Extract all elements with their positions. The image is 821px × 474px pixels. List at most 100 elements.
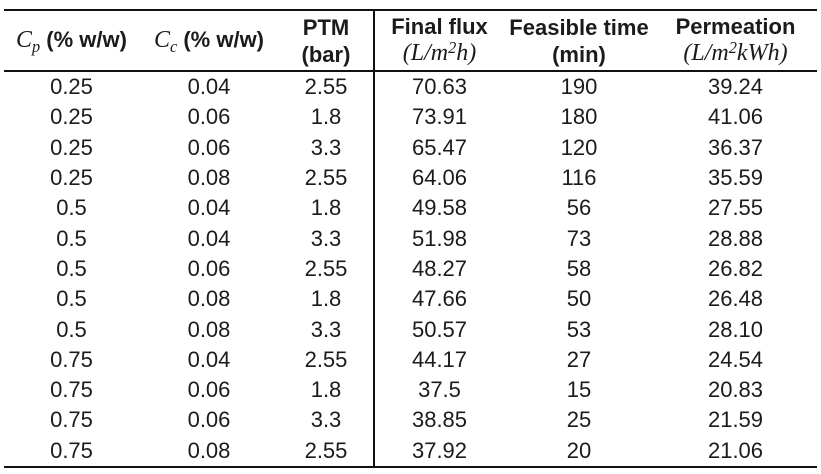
cell-cc: 0.08	[187, 165, 231, 191]
ptm-unit: (bar)	[301, 41, 351, 67]
cell-permeation: 26.48	[707, 286, 764, 312]
table-row: 0.25 0.08 2.55 64.06 116 35.59	[4, 162, 817, 194]
cell-permeation: 36.37	[707, 134, 764, 160]
cell-cc: 0.06	[187, 377, 231, 403]
cell-feasible-time: 116	[561, 165, 597, 191]
cell-cp: 0.5	[56, 225, 87, 251]
cell-feasible-time: 25	[566, 407, 592, 433]
cell-permeation: 21.06	[707, 437, 764, 463]
cell-cc: 0.08	[187, 286, 231, 312]
cell-final-flux: 65.47	[373, 132, 504, 163]
table-row: 0.5 0.04 3.3 51.98 73 28.88	[4, 223, 817, 254]
cell-permeation: 21.59	[707, 407, 764, 433]
cell-feasible-time: 15	[566, 377, 592, 403]
table-row: 0.5 0.08 1.8 47.66 50 26.48	[4, 284, 817, 315]
cell-cc: 0.06	[187, 134, 231, 160]
header-cp: Cp (% w/w)	[4, 10, 139, 72]
cell-cc: 0.04	[187, 195, 231, 221]
cell-cp: 0.25	[50, 134, 93, 160]
cell-permeation: 26.82	[707, 255, 764, 281]
cell-cp: 0.5	[56, 255, 87, 281]
cell-feasible-time: 20	[566, 437, 592, 463]
cell-cp: 0.25	[50, 165, 93, 191]
table-row: 0.25 0.06 3.3 65.47 120 36.37	[4, 132, 817, 163]
table-row: 0.75 0.08 2.55 37.92 20 21.06	[4, 435, 817, 467]
cell-final-flux: 73.91	[373, 102, 504, 133]
cell-final-flux: 37.92	[373, 435, 504, 467]
permeation-unit: (L/m2kWh)	[683, 37, 788, 66]
cell-cc: 0.06	[187, 255, 231, 281]
cell-ptm: 2.55	[304, 346, 348, 372]
cell-cp: 0.5	[56, 195, 87, 221]
cell-final-flux: 44.17	[373, 344, 504, 375]
cell-final-flux: 38.85	[373, 405, 504, 436]
final-flux-unit: (L/m2h)	[402, 37, 477, 66]
cell-cc: 0.04	[187, 225, 231, 251]
header-cc: Cc (% w/w)	[139, 10, 279, 72]
final-flux-label: Final flux	[391, 14, 488, 39]
cell-cp: 0.75	[50, 377, 93, 403]
ptm-label: PTM	[302, 14, 350, 40]
table-row: 0.5 0.04 1.8 49.58 56 27.55	[4, 193, 817, 224]
cell-feasible-time: 190	[560, 74, 598, 100]
cell-final-flux: 64.06	[373, 162, 504, 194]
table-row: 0.75 0.04 2.55 44.17 27 24.54	[4, 344, 817, 375]
cell-cp: 0.5	[56, 286, 87, 312]
cell-ptm: 2.55	[304, 437, 348, 463]
cell-ptm: 2.55	[304, 165, 348, 191]
cell-feasible-time: 180	[560, 104, 598, 130]
table-row: 0.75 0.06 3.3 38.85 25 21.59	[4, 405, 817, 436]
cell-ptm: 3.3	[310, 134, 342, 160]
cell-cc: 0.04	[187, 346, 231, 372]
cell-final-flux: 70.63	[373, 71, 504, 103]
cell-ptm: 1.8	[310, 377, 342, 403]
cell-cc: 0.04	[187, 74, 231, 100]
cell-feasible-time: 53	[566, 316, 592, 342]
table-row: 0.25 0.04 2.55 70.63 190 39.24	[4, 71, 817, 103]
permeation-label: Permeation	[675, 14, 796, 39]
cell-ptm: 3.3	[310, 225, 342, 251]
cell-permeation: 35.59	[707, 165, 764, 191]
cell-ptm: 2.55	[304, 255, 348, 281]
cell-permeation: 28.88	[707, 225, 764, 251]
cell-ptm: 1.8	[310, 195, 342, 221]
cell-final-flux: 37.5	[373, 374, 504, 406]
cell-feasible-time: 50	[566, 286, 592, 312]
cell-feasible-time: 73	[566, 225, 592, 251]
cell-final-flux: 49.58	[373, 193, 504, 224]
cell-ptm: 1.8	[310, 104, 342, 130]
table-row: 0.5 0.08 3.3 50.57 53 28.10	[4, 314, 817, 345]
cc-unit: (% w/w)	[177, 27, 265, 52]
cell-permeation: 20.83	[707, 377, 764, 403]
header-final-flux: Final flux (L/m2h)	[373, 10, 504, 72]
cell-permeation: 41.06	[707, 104, 764, 130]
table-row: 0.25 0.06 1.8 73.91 180 41.06	[4, 102, 817, 133]
cell-cp: 0.75	[50, 407, 93, 433]
cell-cc: 0.08	[187, 316, 231, 342]
cell-feasible-time: 58	[566, 255, 592, 281]
cell-ptm: 3.3	[310, 316, 342, 342]
cell-final-flux: 48.27	[373, 253, 504, 285]
cell-ptm: 3.3	[310, 407, 342, 433]
cell-final-flux: 51.98	[373, 223, 504, 254]
cell-feasible-time: 56	[566, 195, 592, 221]
table-row: 0.75 0.06 1.8 37.5 15 20.83	[4, 374, 817, 406]
cell-ptm: 1.8	[310, 286, 342, 312]
cell-cc: 0.06	[187, 407, 231, 433]
cell-final-flux: 47.66	[373, 284, 504, 315]
cp-unit: (% w/w)	[40, 27, 127, 52]
cell-feasible-time: 120	[560, 134, 598, 160]
cell-permeation: 24.54	[707, 346, 764, 372]
header-permeation: Permeation (L/m2kWh)	[654, 10, 817, 72]
cell-cp: 0.25	[50, 74, 93, 100]
feasible-time-unit: (min)	[552, 41, 606, 67]
cc-symbol: Cc	[153, 27, 178, 56]
cell-permeation: 28.10	[707, 316, 764, 342]
cell-cp: 0.75	[50, 437, 93, 463]
header-ptm: PTM (bar)	[279, 10, 374, 72]
cp-symbol: Cp	[16, 27, 41, 56]
experiment-results-table: Cp (% w/w) Cc (% w/w) PTM (bar) Final fl…	[4, 9, 817, 468]
header-feasible-time: Feasible time (min)	[504, 10, 654, 72]
cell-cp: 0.5	[56, 316, 87, 342]
